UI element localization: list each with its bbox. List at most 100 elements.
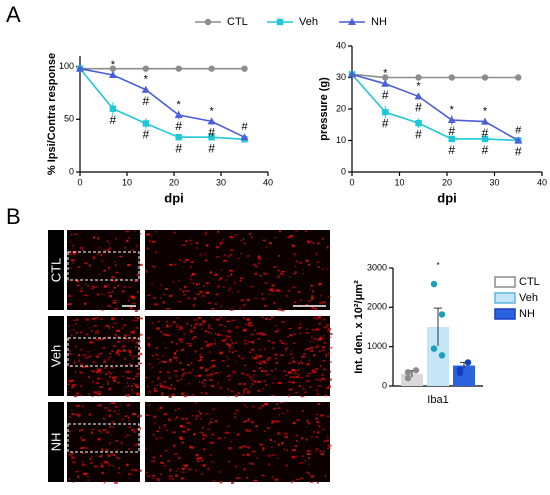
marker [447,116,456,124]
speckle [156,384,158,387]
speckle [113,376,117,379]
speckle [68,303,72,306]
x-axis-label: dpi [164,190,184,205]
speckle [155,353,158,357]
speckle [94,465,98,468]
speckle [315,368,319,370]
speckle [206,343,210,345]
speckle [234,234,236,237]
speckle [165,320,169,323]
speckle [316,242,320,245]
speckle [134,469,138,472]
marker [382,74,389,81]
speckle [310,475,315,478]
speckle [326,246,329,249]
speckle [302,455,304,457]
speckle [117,381,121,384]
speckle [157,377,160,380]
significance: * [177,99,182,111]
speckle [286,410,289,412]
speckle [329,370,332,373]
speckle [83,294,88,296]
speckle [91,370,95,373]
speckle [180,326,183,329]
speckle [85,333,88,336]
speckle [130,388,133,391]
speckle [243,339,247,342]
speckle [235,394,238,396]
speckle [68,325,70,327]
speckle [229,254,233,256]
speckle [159,284,162,286]
speckle [250,349,255,351]
speckle [310,436,313,438]
speckle [273,440,277,442]
speckle [134,230,136,232]
speckle [93,236,96,239]
speckle [252,405,255,408]
speckle [215,245,219,249]
speckle [79,290,83,292]
speckle [299,462,303,464]
speckle [137,358,140,360]
speckle [138,340,141,343]
speckle [180,441,185,444]
speckle [161,394,163,396]
speckle [147,385,149,388]
speckle [129,363,131,365]
speckle [235,326,239,329]
speckle [182,291,184,293]
speckle [268,463,270,466]
speckle [168,419,172,422]
speckle [225,279,227,282]
speckle [126,404,130,407]
legend-marker [348,18,356,25]
y-tick-label: 30 [336,72,346,82]
speckle [296,440,298,442]
speckle [204,259,208,262]
speckle [204,253,206,256]
speckle [123,286,127,288]
speckle [92,360,95,364]
speckle [76,285,81,287]
speckle [254,272,258,275]
speckle [218,471,221,473]
speckle [230,273,233,276]
speckle [108,284,111,286]
speckle [231,351,234,354]
speckle [104,461,109,464]
speckle [130,295,134,298]
marker [76,64,84,72]
speckle [190,243,193,245]
speckle [206,345,210,348]
speckle [295,434,298,437]
speckle [291,286,296,289]
speckle [309,481,314,483]
speckle [204,233,208,236]
significance: * [483,106,488,118]
speckle [260,443,264,446]
speckle [147,294,151,297]
speckle [211,307,215,311]
speckle [245,429,249,432]
speckle [219,243,222,245]
speckle [198,456,203,460]
speckle [268,318,271,321]
speckle [101,471,104,474]
speckle [243,328,247,330]
speckle [194,375,197,377]
speckle [208,324,211,327]
speckle [194,350,197,353]
speckle [309,346,314,349]
speckle [251,450,256,453]
speckle [228,350,231,353]
speckle [72,461,76,464]
speckle [313,430,316,434]
speckle [242,389,245,392]
speckle [155,437,157,440]
speckle [293,333,296,335]
speckle [315,436,318,439]
speckle [329,378,332,381]
speckle [166,324,169,327]
speckle [232,346,234,349]
